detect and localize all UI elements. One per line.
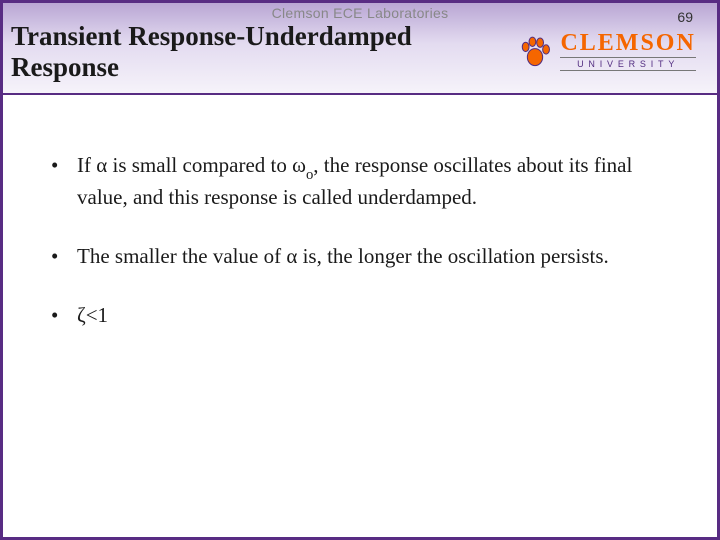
bullet-list: If α is small compared to ωo, the respon… (47, 151, 677, 330)
list-item: The smaller the value of α is, the longe… (47, 242, 677, 271)
paw-icon (518, 35, 552, 69)
lab-label: Clemson ECE Laboratories (272, 5, 449, 21)
slide-title: Transient Response-Underdamped Response (11, 21, 481, 83)
logo-name: CLEMSON (560, 33, 695, 55)
slide-content: If α is small compared to ωo, the respon… (3, 95, 717, 330)
clemson-logo: CLEMSON UNIVERSITY (518, 33, 703, 81)
list-item: If α is small compared to ωo, the respon… (47, 151, 677, 212)
logo-subtext: UNIVERSITY (560, 57, 695, 71)
page-number: 69 (677, 9, 693, 25)
list-item: ζ<1 (47, 301, 677, 330)
slide-header: Clemson ECE Laboratories Transient Respo… (3, 3, 717, 95)
